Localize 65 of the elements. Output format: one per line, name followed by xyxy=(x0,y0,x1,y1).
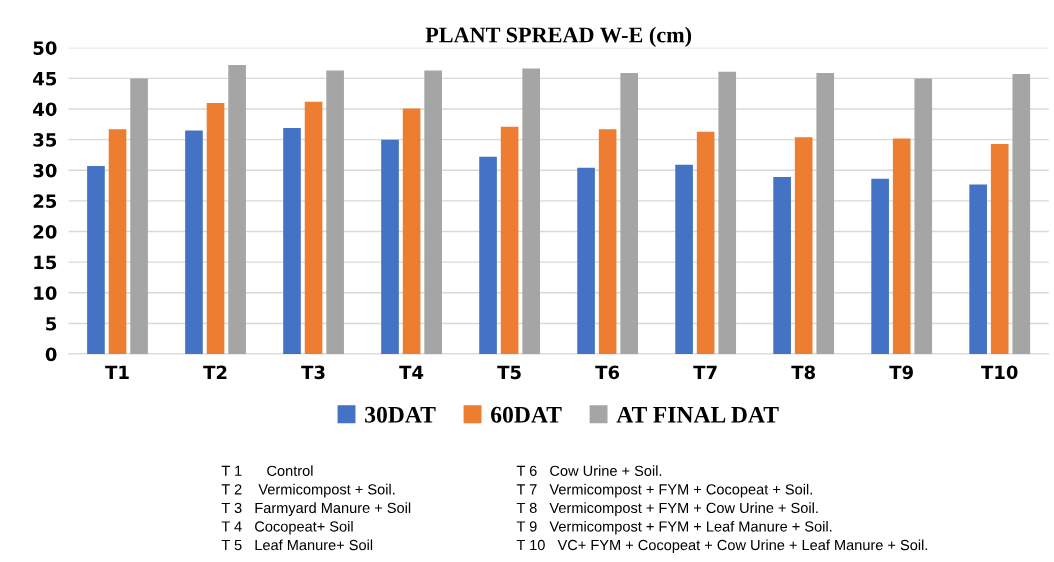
y-tick-label: 50 xyxy=(33,41,57,55)
x-tick-label: T5 xyxy=(497,365,521,380)
bar xyxy=(479,156,497,355)
bar xyxy=(304,101,323,355)
bar xyxy=(326,70,344,355)
bar xyxy=(871,178,889,355)
x-tick-label: T8 xyxy=(791,365,815,380)
bar xyxy=(794,137,813,355)
x-tick-label: T1 xyxy=(105,365,129,379)
y-tick-label: 10 xyxy=(34,286,57,300)
bar xyxy=(185,130,203,355)
bar xyxy=(914,78,933,355)
bar xyxy=(892,138,911,355)
x-tick-label: T4 xyxy=(399,365,424,379)
y-tick-label: 40 xyxy=(33,102,57,117)
bar xyxy=(500,126,519,355)
text: T 6 Cow Urine + Soil. xyxy=(516,465,662,476)
legend-label: AT FINAL DAT xyxy=(616,406,779,423)
legend-label: 30DAT xyxy=(365,406,436,423)
text: T 3 Farmyard Manure + Soil xyxy=(221,502,411,516)
bar xyxy=(598,129,617,355)
bar xyxy=(402,108,421,355)
bar xyxy=(773,177,791,355)
bar xyxy=(816,72,835,355)
bar xyxy=(696,131,715,355)
text: T 7 Vermicompost + FYM + Cocopeat + Soil. xyxy=(516,483,812,498)
bar xyxy=(87,166,105,355)
text: T 9 Vermicompost + FYM + Leaf Manure + Soil. xyxy=(516,520,832,535)
bar xyxy=(108,129,127,355)
text: T 4 Cocopeat+ Soil xyxy=(221,520,353,535)
bar xyxy=(522,68,540,355)
x-tick-label: T3 xyxy=(301,365,325,380)
y-tick-label: 0 xyxy=(45,347,57,362)
bar xyxy=(990,143,1009,355)
bar xyxy=(283,128,301,355)
y-tick-label: 15 xyxy=(34,255,57,270)
bar xyxy=(620,72,639,355)
x-tick-label: T7 xyxy=(693,365,717,379)
text: T 10 VC+ FYM + Cocopeat + Cow Urine + Leaf Manure + Soil. xyxy=(516,539,928,554)
text: T 8 Vermicompost + FYM + Cow Urine + Soil. xyxy=(516,502,818,516)
bar xyxy=(381,139,399,355)
bar xyxy=(1012,74,1031,355)
x-tick-label: T10 xyxy=(981,365,1018,380)
y-tick-label: 35 xyxy=(33,133,57,147)
x-tick-label: T6 xyxy=(595,365,620,380)
bar xyxy=(228,64,246,355)
bar xyxy=(424,70,442,355)
bar xyxy=(130,78,148,355)
y-tick-label: 30 xyxy=(33,163,57,178)
bar xyxy=(675,164,693,355)
chart-title: PLANT SPREAD W-E (cm) xyxy=(425,26,692,47)
bar xyxy=(577,167,595,355)
y-tick-label: 45 xyxy=(33,72,57,86)
text: T 5 Leaf Manure+ Soil xyxy=(221,539,373,551)
text: T 2 Vermicompost + Soil. xyxy=(221,483,395,498)
bar xyxy=(969,184,987,355)
y-tick-label: 5 xyxy=(46,317,57,331)
x-tick-label: T2 xyxy=(203,365,227,379)
y-tick-label: 20 xyxy=(33,225,57,239)
y-tick-label: 25 xyxy=(33,194,57,209)
bar xyxy=(718,71,737,355)
legend-label: 60DAT xyxy=(491,406,562,423)
text: T 1 Control xyxy=(221,465,313,476)
bar xyxy=(206,102,225,355)
x-tick-label: T9 xyxy=(889,365,913,380)
